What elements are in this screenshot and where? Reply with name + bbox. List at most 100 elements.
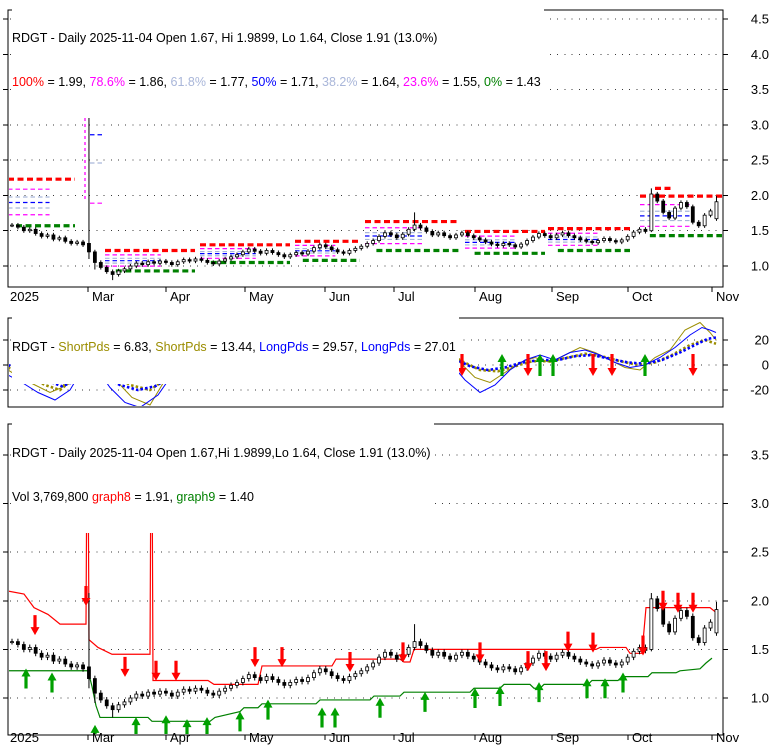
lower-panel-title: RDGT - Daily 2025-11-04 Open 1.67,Hi 1.9… bbox=[12, 417, 434, 533]
legend-span: LongPds bbox=[259, 340, 309, 354]
sell-arrow bbox=[457, 354, 467, 376]
y-axis-label: 1.5 bbox=[751, 223, 769, 238]
legend-span: = 1.77, bbox=[205, 74, 252, 89]
graph8-line bbox=[9, 439, 717, 685]
month-label: Apr bbox=[170, 730, 191, 745]
legend-span: = 1.64, bbox=[357, 74, 404, 89]
buy-arrow bbox=[317, 707, 327, 728]
y-axis-label: 20 bbox=[755, 333, 769, 348]
buy-arrow bbox=[420, 691, 430, 712]
sell-arrow bbox=[475, 642, 485, 663]
y-axis-label: -20 bbox=[750, 383, 769, 398]
sell-arrow bbox=[120, 656, 130, 677]
y-axis-label: 3.0 bbox=[751, 496, 769, 511]
buy-arrow bbox=[495, 686, 505, 707]
legend-span: RDGT - bbox=[12, 340, 59, 354]
legend-span: ShortPds bbox=[155, 340, 207, 354]
legend-span: = 29.57, bbox=[308, 340, 361, 354]
month-label: Oct bbox=[632, 289, 653, 304]
legend-span: = 27.01 bbox=[410, 340, 456, 354]
sell-arrow bbox=[541, 651, 551, 672]
y-axis-label: 4.5 bbox=[751, 12, 769, 27]
sell-arrow bbox=[588, 354, 598, 376]
legend-span: = 1.91, bbox=[130, 489, 177, 504]
sell-arrow bbox=[398, 642, 408, 663]
y-axis-label: 2.5 bbox=[751, 545, 769, 560]
indicator-legend: RDGT - ShortPds = 6.83, ShortPds = 13.44… bbox=[12, 340, 456, 355]
legend-span: 100% bbox=[12, 74, 44, 89]
indicator-panel-title: RDGT - ShortPds = 6.83, ShortPds = 13.44… bbox=[12, 311, 459, 384]
y-axis-label: 1.0 bbox=[751, 691, 769, 706]
legend-span: 23.6% bbox=[403, 74, 439, 89]
legend-span: graph9 bbox=[176, 489, 216, 504]
buy-arrow bbox=[375, 697, 385, 718]
month-label: Jul bbox=[398, 289, 415, 304]
month-label: Nov bbox=[716, 289, 740, 304]
sell-arrow bbox=[588, 632, 598, 653]
sell-arrow bbox=[250, 647, 260, 668]
y-axis-label: 1.5 bbox=[751, 642, 769, 657]
price-panel-title: RDGT - Daily 2025-11-04 Open 1.67, Hi 1.… bbox=[12, 2, 544, 118]
sell-arrow bbox=[81, 585, 91, 606]
y-axis-label: 2.0 bbox=[751, 593, 769, 608]
y-axis-label: 0 bbox=[762, 358, 769, 373]
month-label: May bbox=[249, 730, 274, 745]
lower-panel-title-line1: RDGT - Daily 2025-11-04 Open 1.67,Hi 1.9… bbox=[12, 446, 431, 460]
sell-arrow bbox=[345, 652, 355, 673]
sell-arrow bbox=[523, 354, 533, 376]
buy-arrow bbox=[21, 668, 31, 689]
legend-span: 50% bbox=[251, 74, 277, 89]
candles-group bbox=[10, 13, 719, 281]
price-panel bbox=[9, 13, 722, 281]
month-label: Mar bbox=[92, 289, 115, 304]
month-label: Sep bbox=[556, 289, 579, 304]
buy-arrow bbox=[131, 717, 141, 734]
legend-span: = 1.55, bbox=[438, 74, 485, 89]
fibonacci-levels-legend: 100% = 1.99, 78.6% = 1.86, 61.8% = 1.77,… bbox=[12, 75, 541, 90]
buy-arrow bbox=[618, 672, 628, 693]
y-axis-label: 1.0 bbox=[751, 259, 769, 274]
sell-arrow bbox=[688, 592, 698, 613]
sell-arrow bbox=[277, 647, 287, 668]
sell-arrow bbox=[563, 631, 573, 652]
legend-span: = 1.99, bbox=[43, 74, 90, 89]
month-label: Oct bbox=[632, 730, 653, 745]
legend-span: graph8 bbox=[91, 489, 131, 504]
y-axis-label: 3.0 bbox=[751, 117, 769, 132]
legend-span: = 1.43 bbox=[502, 74, 541, 89]
month-label: May bbox=[249, 289, 274, 304]
sell-arrow bbox=[688, 354, 698, 376]
sell-arrow bbox=[673, 592, 683, 613]
sell-arrow bbox=[638, 635, 648, 656]
lower-price-panel bbox=[9, 439, 721, 734]
buy-arrow bbox=[235, 711, 245, 732]
month-label: Jul bbox=[398, 730, 415, 745]
sell-arrow bbox=[30, 615, 40, 636]
buy-arrow bbox=[600, 678, 610, 699]
legend-span: 61.8% bbox=[170, 74, 206, 89]
year-label: 2025 bbox=[10, 730, 39, 745]
legend-span: = 6.83, bbox=[109, 340, 156, 354]
y-axis-label: 2.5 bbox=[751, 153, 769, 168]
buy-arrow bbox=[182, 719, 192, 734]
month-label: Aug bbox=[479, 730, 502, 745]
buy-arrow bbox=[90, 724, 100, 734]
legend-span: LongPds bbox=[361, 340, 411, 354]
buy-arrow bbox=[582, 678, 592, 699]
buy-arrow bbox=[330, 707, 340, 728]
buy-arrow bbox=[263, 699, 273, 720]
legend-span: 0% bbox=[484, 74, 503, 89]
buy-arrow bbox=[640, 354, 650, 376]
legend-span: 38.2% bbox=[322, 74, 358, 89]
buy-arrow bbox=[535, 354, 545, 376]
y-axis-label: 3.5 bbox=[751, 448, 769, 463]
legend-span: = 1.71, bbox=[276, 74, 323, 89]
y-axis-label: 2.0 bbox=[751, 188, 769, 203]
legend-span: 78.6% bbox=[89, 74, 125, 89]
buy-arrow bbox=[470, 688, 480, 708]
buy-arrow bbox=[47, 672, 57, 693]
sell-arrow bbox=[658, 590, 668, 611]
sell-arrow bbox=[151, 660, 161, 681]
y-axis-label: 3.5 bbox=[751, 82, 769, 97]
